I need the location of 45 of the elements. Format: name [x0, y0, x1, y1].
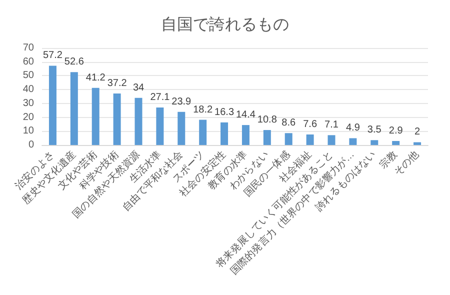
bar [306, 134, 314, 145]
data-label: 2 [414, 126, 420, 138]
chart-title: 自国で誇れるもの [161, 16, 289, 34]
bar [242, 125, 250, 145]
data-label: 52.6 [64, 56, 84, 68]
bar [220, 122, 228, 145]
bar [113, 93, 121, 145]
bar [263, 130, 271, 145]
data-label: 23.9 [172, 96, 192, 108]
data-label: 41.2 [86, 72, 106, 84]
data-label: 37.2 [107, 78, 128, 89]
bar [392, 140, 400, 145]
y-tick-label: 40 [22, 84, 34, 96]
data-label: 2.9 [388, 125, 404, 136]
data-label: 14.4 [236, 110, 256, 121]
bar [414, 142, 422, 145]
data-label: 7.1 [324, 120, 339, 131]
bar [48, 66, 56, 145]
bar [70, 72, 78, 145]
data-label: 7.6 [303, 118, 318, 130]
y-tick-label: 70 [22, 42, 34, 54]
data-label: 8.6 [282, 118, 296, 129]
bar [349, 138, 357, 145]
data-label: 18.2 [193, 104, 213, 116]
data-label: 34 [132, 82, 144, 94]
data-label: 16.3 [214, 106, 234, 118]
bar [156, 107, 164, 145]
bar [134, 98, 142, 145]
data-label: 10.8 [257, 114, 278, 126]
data-label: 3.5 [367, 124, 382, 136]
bar [199, 120, 207, 145]
y-tick-label: 10 [22, 126, 34, 137]
data-label: 27.1 [150, 92, 170, 103]
y-tick-label: 20 [22, 112, 34, 123]
data-label: 57.2 [42, 50, 63, 62]
y-tick-label: 60 [22, 56, 34, 68]
bar [178, 112, 186, 145]
data-label: 4.9 [346, 122, 360, 134]
bar [92, 88, 100, 145]
bar [284, 133, 292, 145]
bar [328, 135, 336, 145]
y-tick-label: 0 [28, 140, 34, 150]
bar [370, 140, 378, 145]
y-tick-label: 30 [22, 98, 34, 109]
y-tick-label: 50 [22, 70, 34, 82]
